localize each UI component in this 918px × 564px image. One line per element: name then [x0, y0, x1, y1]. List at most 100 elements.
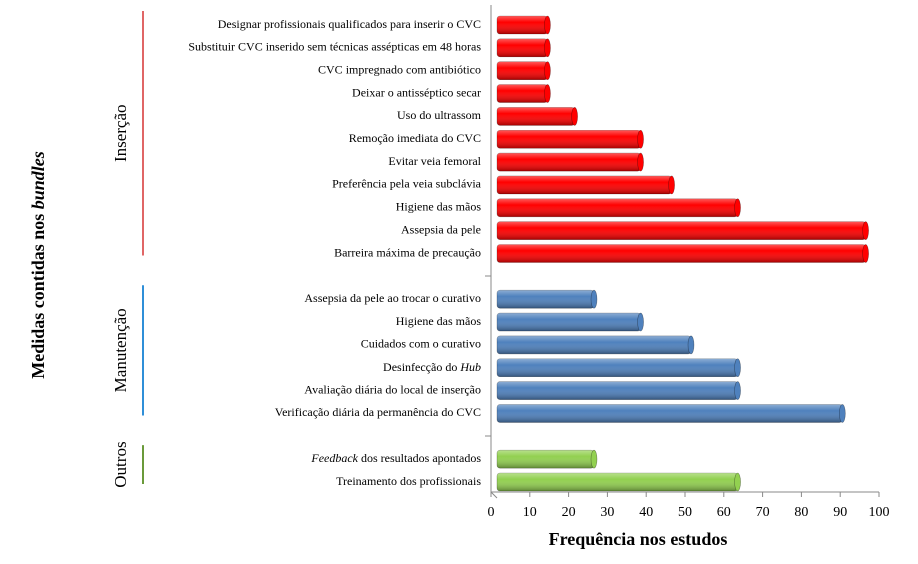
bar-shade	[497, 198, 738, 217]
bar-cap	[734, 198, 741, 218]
bar-shade	[497, 244, 866, 263]
category-label: Avaliação diária do local de inserção	[304, 382, 481, 396]
category-label: Designar profissionais qualificados para…	[218, 17, 481, 31]
bar-shade	[497, 221, 866, 240]
group-label: Outros	[111, 441, 130, 487]
bar-shade	[497, 84, 548, 103]
bar-cap	[862, 221, 869, 240]
bar-cap	[544, 38, 551, 58]
category-label: Desinfecção do Hub	[383, 360, 481, 374]
x-axis-title: Frequência nos estudos	[549, 529, 728, 549]
bar-group	[496, 289, 598, 309]
bar-group	[496, 312, 644, 332]
bar-shade	[497, 473, 738, 491]
category-label: Substituir CVC inserido sem técnicas ass…	[188, 40, 481, 54]
x-tick-label: 50	[678, 505, 692, 520]
bar-shade	[497, 358, 738, 377]
bar-shade	[497, 381, 738, 400]
bar-shade	[497, 153, 641, 172]
bar-group	[496, 38, 551, 58]
bar-cap	[637, 312, 644, 332]
x-tick-label: 70	[756, 505, 770, 520]
bar-cap	[637, 129, 644, 149]
bar-shade	[497, 61, 548, 80]
x-tick-label: 80	[794, 505, 808, 520]
x-tick-label: 20	[562, 505, 576, 520]
bar-cap	[544, 84, 551, 103]
bar-group	[496, 15, 551, 35]
bar-cap	[734, 358, 741, 378]
category-label: Assepsia da pele ao trocar o curativo	[304, 291, 481, 305]
x-tick-label: 0	[488, 505, 495, 520]
category-label: Treinamento dos profissionais	[336, 474, 481, 488]
bar-cap	[637, 152, 644, 172]
label-part: Medidas contidas nos	[28, 209, 48, 379]
category-label: Barreira máxima de precaução	[334, 245, 481, 259]
bar-cap	[571, 107, 578, 126]
x-tick-label: 40	[639, 505, 653, 520]
bar-group	[496, 129, 644, 149]
category-label: Assepsia da pele	[401, 222, 481, 236]
bar-cap	[862, 244, 869, 263]
bar-cap	[734, 381, 741, 400]
bar-group	[496, 221, 869, 240]
y-axis-title: Medidas contidas nos bundles	[28, 151, 48, 379]
x-tick-label: 100	[869, 505, 890, 520]
bar-group	[496, 449, 598, 469]
bar-shade	[497, 404, 843, 423]
bar-cap	[668, 175, 675, 195]
bar-shade	[497, 107, 575, 126]
category-label: Verificação diária da permanência do CVC	[275, 405, 481, 419]
category-label: CVC impregnado com antibiótico	[318, 62, 481, 76]
bar-group	[496, 61, 551, 81]
label-part: dos resultados apontados	[358, 451, 481, 465]
category-label: Deixar o antisséptico secar	[352, 85, 481, 99]
category-label: Cuidados com o curativo	[361, 337, 481, 351]
bar-group	[496, 244, 869, 263]
bar-cap	[590, 449, 598, 469]
category-label: Higiene das mãos	[396, 200, 482, 214]
bar-shade	[497, 335, 691, 354]
floor-edge	[490, 491, 498, 499]
bar-group	[496, 358, 741, 378]
bar-group	[496, 381, 741, 400]
bar-group	[496, 175, 675, 195]
bar-shade	[497, 290, 594, 309]
bar-shade	[497, 175, 672, 194]
label-part: bundles	[28, 151, 48, 209]
bar-cap	[544, 61, 551, 80]
bar-cap	[544, 15, 551, 35]
bar-group	[496, 84, 551, 103]
x-tick-label: 10	[523, 505, 537, 520]
x-tick-label: 30	[600, 505, 614, 520]
bar-cap	[839, 404, 846, 423]
bar-group	[496, 198, 741, 218]
category-label: Remoção imediata do CVC	[349, 131, 481, 145]
category-label: Uso do ultrassom	[397, 108, 482, 122]
bar-group	[496, 404, 846, 423]
label-part: Hub	[459, 360, 481, 374]
category-label: Preferência pela veia subclávia	[332, 177, 482, 191]
group-label: Manutenção	[111, 308, 130, 392]
bar-cap	[687, 335, 695, 355]
label-part: Feedback	[310, 451, 358, 465]
bar-cap	[734, 472, 741, 492]
bar-shade	[497, 38, 548, 57]
x-tick-label: 60	[717, 505, 731, 520]
category-label: Feedback dos resultados apontados	[310, 451, 481, 465]
bar-shade	[497, 450, 594, 469]
label-part: Desinfecção do	[383, 360, 460, 374]
category-label: Evitar veia femoral	[388, 154, 481, 168]
bar-group	[496, 335, 695, 355]
category-label: Higiene das mãos	[396, 314, 482, 328]
bar-shade	[497, 130, 641, 149]
bar-shade	[497, 313, 641, 332]
bar-group	[496, 152, 644, 172]
bar-cap	[590, 289, 598, 309]
x-tick-label: 90	[833, 505, 847, 520]
bar-group	[496, 107, 578, 126]
bar-shade	[497, 16, 548, 34]
